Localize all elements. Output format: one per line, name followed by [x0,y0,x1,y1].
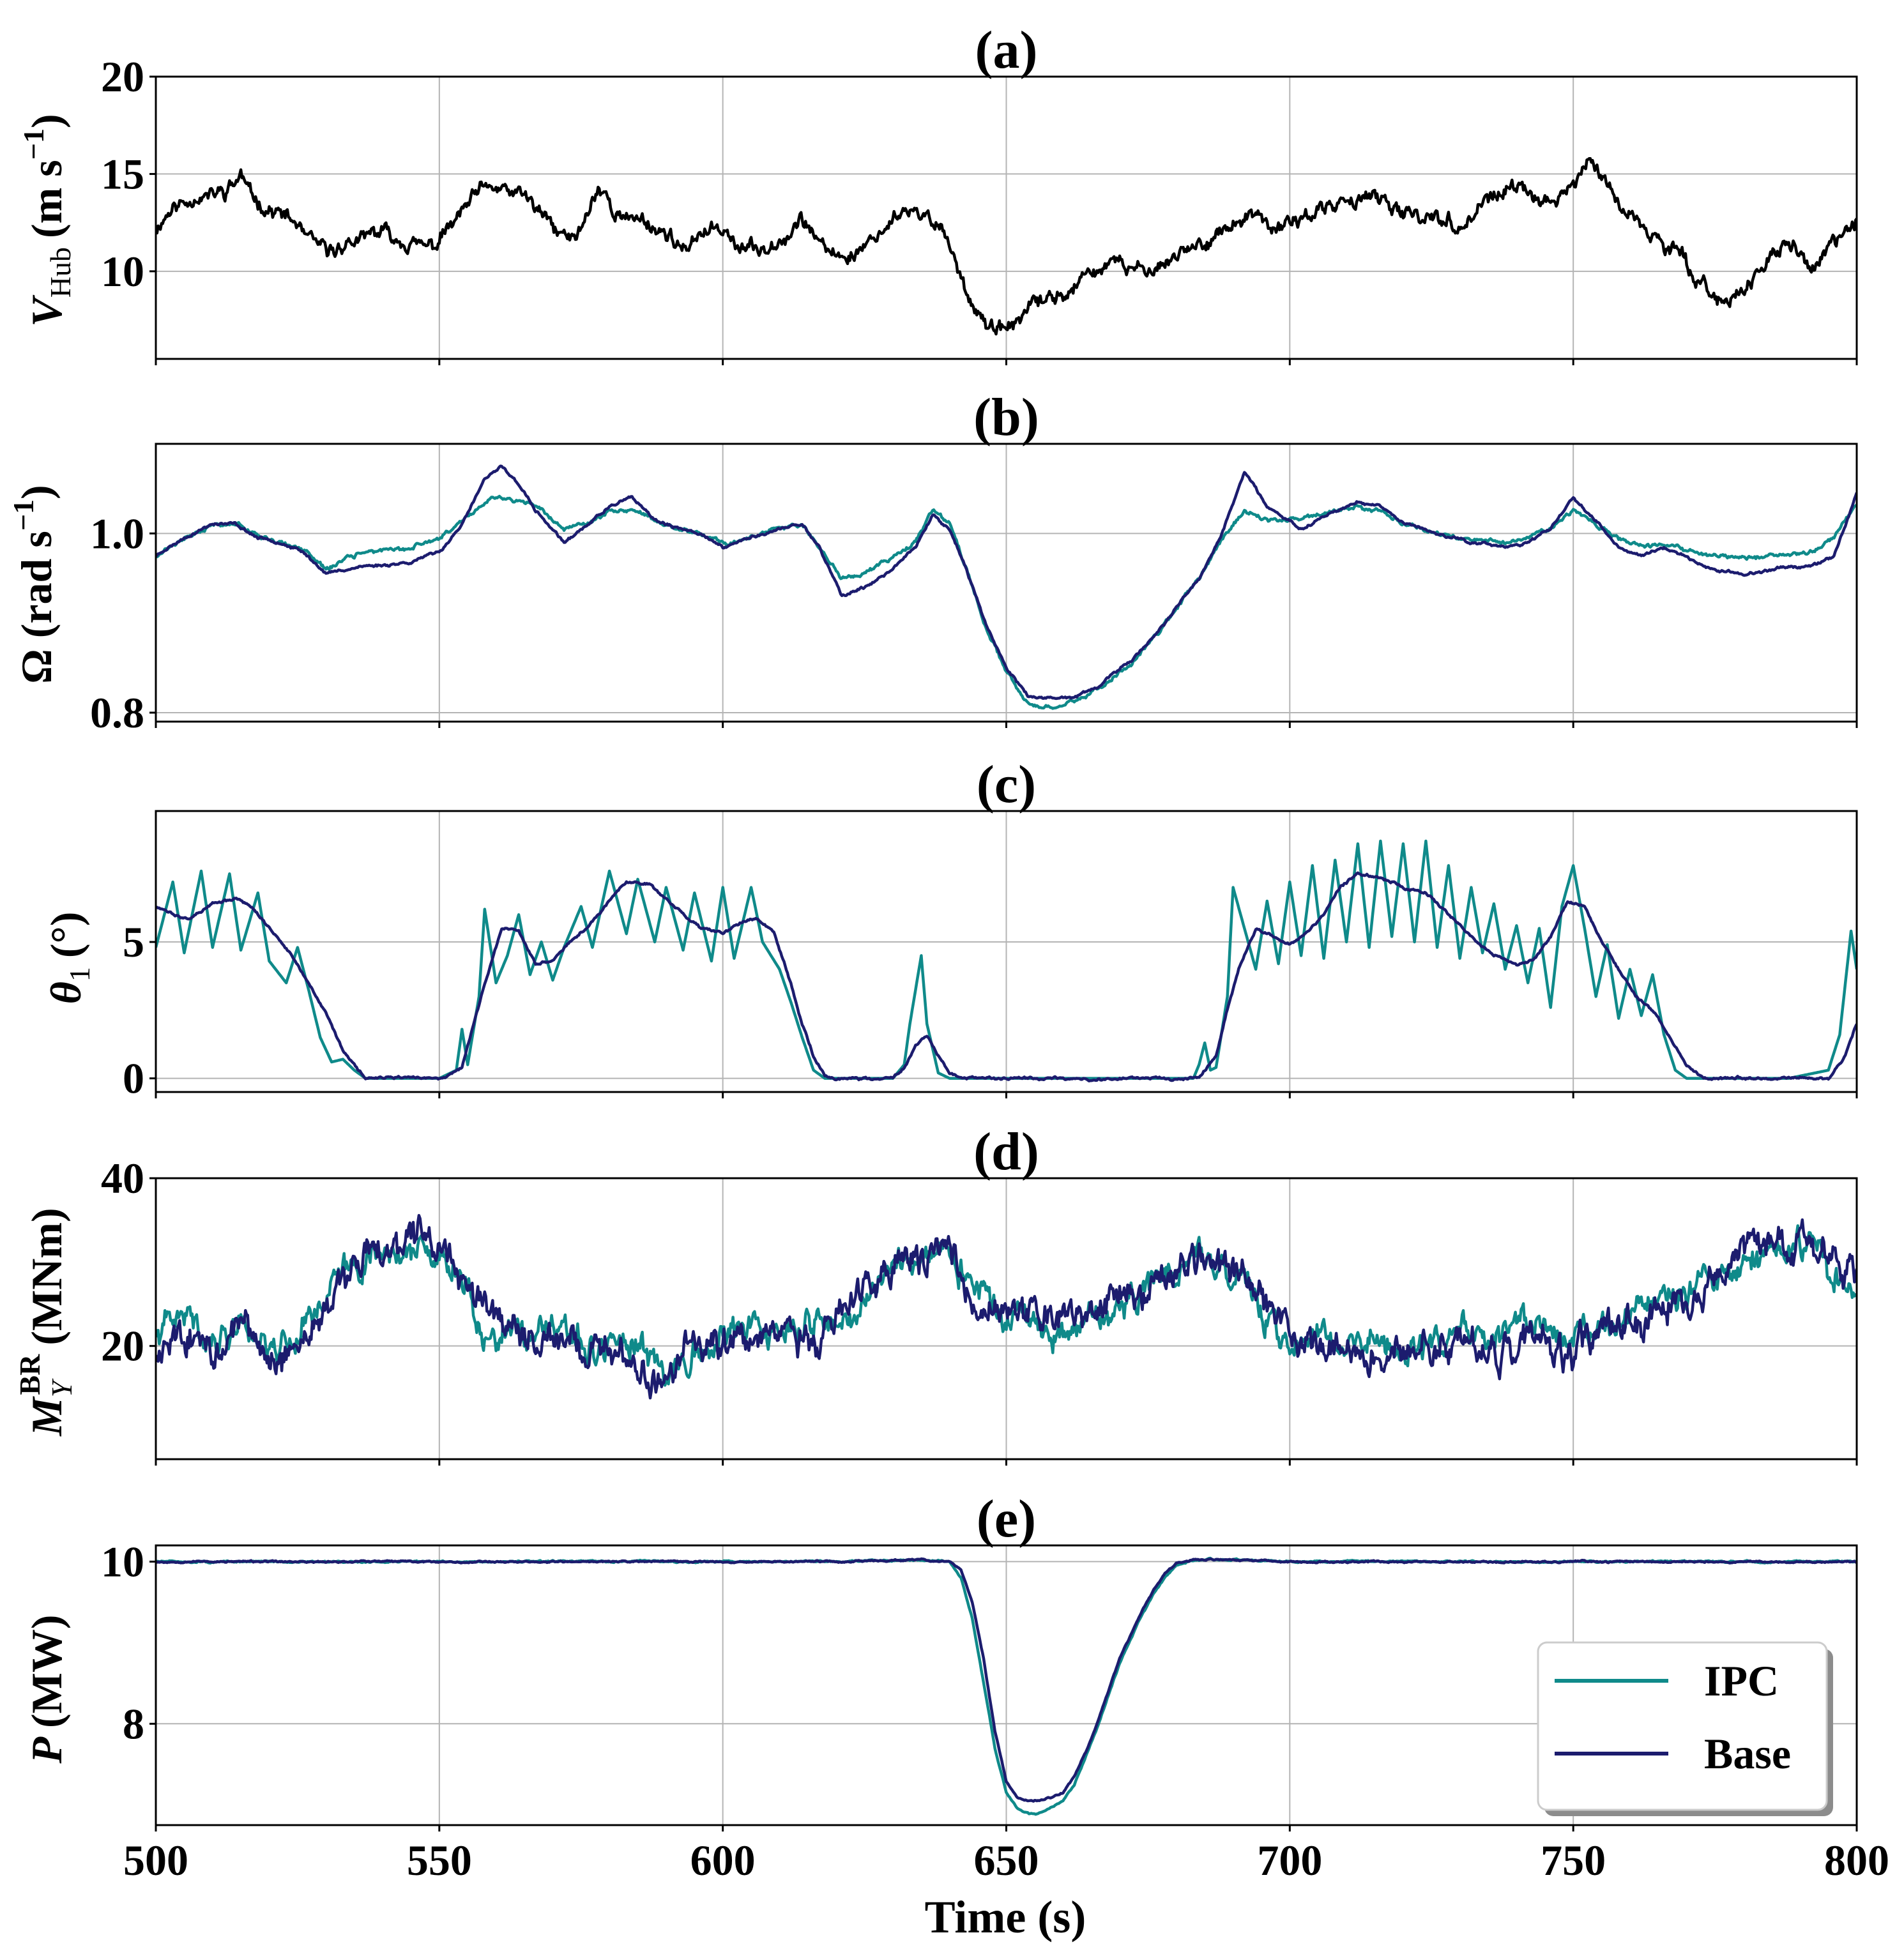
y-tick-label: 15 [101,149,144,198]
y-tick-label: 0.8 [90,688,144,737]
y-tick-label: 20 [101,52,144,101]
panel-title-e: (e) [977,1489,1036,1549]
x-tick-label: 600 [690,1836,756,1885]
x-tick-label: 550 [407,1836,472,1885]
panel-a: 10 15 20 (a) [101,20,1858,365]
series-line-d-base [156,1213,1857,1400]
ylabel-c: θ1(°) [42,912,96,1005]
x-tick-label: 800 [1824,1836,1889,1885]
ylabel-e: P(MW) [22,1614,71,1764]
ylabel-a: VHub(m s−1) [17,114,77,326]
series-line-b-ipc [156,494,1857,710]
panel-title-b: (b) [973,388,1039,447]
series-line-d-ipc [156,1224,1857,1387]
x-tick-label: 500 [123,1836,188,1885]
y-tick-label: 8 [123,1699,144,1748]
panel-b: 0.8 1.0 (b) [90,388,1858,737]
y-tick-label: 20 [101,1322,144,1370]
ylabel-b: Ω (rad s−1) [7,485,61,683]
panel-title-a: (a) [975,20,1038,80]
x-tick-label: 700 [1257,1836,1322,1885]
ylabel-d: MYBR(MNm) [13,1208,78,1436]
legend: IPC Base [1537,1641,1833,1816]
x-tick-label: 750 [1541,1836,1606,1885]
y-tick-label: 5 [123,918,144,966]
panel-d: 20 40 (d) [101,1122,1858,1466]
y-tick-label: 10 [101,1537,144,1586]
panel-e: 8 10 (e) 500 550 600 650 700 750 800 [101,1489,1889,1885]
panel-title-c: (c) [977,755,1036,814]
legend-label-ipc: IPC [1704,1657,1779,1705]
x-tick-label: 650 [974,1836,1039,1885]
panel-c: 0 5 (c) [123,755,1858,1103]
y-tick-label: 1.0 [90,509,144,557]
series-line-c-base [156,871,1857,1082]
series-line-e-base [156,1557,1857,1803]
legend-label-base: Base [1704,1729,1791,1778]
panels: 10 15 20 (a) 0.8 1.0 (b) 0 5 (c) 20 40 (d) 8 10 (e) 500 5… [90,20,1889,1885]
panel-title-d: (d) [973,1122,1039,1181]
y-tick-label: 10 [101,247,144,296]
x-axis-label: Time (s) [925,1892,1086,1943]
series-line-b-base [156,464,1857,701]
legend-box [1537,1641,1828,1811]
y-tick-label: 0 [123,1054,144,1103]
y-tick-label: 40 [101,1154,144,1202]
series-line-a-hub-wind-speed [156,157,1857,336]
